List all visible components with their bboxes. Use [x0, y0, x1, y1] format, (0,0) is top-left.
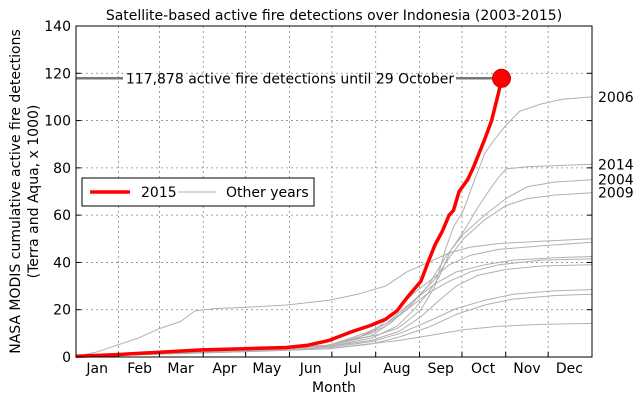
series-line-other-year	[75, 238, 593, 357]
plot-frame	[75, 25, 593, 358]
x-tick-label: Aug	[383, 361, 410, 377]
x-tick-label: Jan	[85, 361, 108, 377]
series-line-other-year	[75, 258, 593, 357]
y-tick-label: 100	[44, 114, 71, 130]
series-line-other-year	[75, 264, 593, 357]
y-tick-label: 20	[53, 303, 71, 319]
series-end-label: 2009	[598, 186, 634, 202]
y-tick-label: 40	[53, 255, 71, 271]
x-tick-label: Jun	[299, 361, 322, 377]
y-tick-label: 120	[44, 66, 71, 82]
x-tick-label: Mar	[167, 361, 194, 377]
y-axis-label-line1: NASA MODIS cumulative active fire detect…	[8, 29, 24, 354]
x-tick-label: Feb	[127, 361, 152, 377]
legend-label-other-years: Other years	[226, 185, 309, 201]
endpoint-marker	[492, 68, 512, 88]
x-tick-label: Jul	[344, 361, 362, 377]
axis-ticks: 0 20 40 60 80 100 120 140 Jan Feb Mar Apr May Jun Jul A…	[44, 19, 592, 377]
series-lines	[75, 77, 593, 359]
x-tick-label: Dec	[556, 361, 583, 377]
annotation-label: 117,878 active fire detections until 29 …	[126, 71, 455, 87]
y-tick-label: 80	[53, 161, 71, 177]
y-tick-label: 0	[62, 350, 71, 366]
x-axis-label: Month	[312, 380, 356, 396]
grid-lines	[76, 26, 592, 357]
series-line-other-year	[75, 96, 593, 357]
legend-label-2015: 2015	[141, 185, 177, 201]
x-tick-label: Oct	[471, 361, 496, 377]
series-end-label: 2014	[598, 157, 634, 173]
series-end-label: 2004	[598, 173, 634, 189]
legend: 2015 Other years	[81, 177, 315, 207]
y-tick-label: 140	[44, 19, 71, 35]
y-axis-label-line2: (Terra and Aqua, x 1000)	[26, 105, 42, 279]
annotation-group: 117,878 active fire detections until 29 …	[76, 68, 512, 88]
x-tick-label: Nov	[513, 361, 540, 377]
chart-title: Satellite-based active fire detections o…	[106, 8, 562, 24]
series-line-other-year	[75, 322, 593, 357]
series-end-label: 2006	[598, 90, 634, 106]
y-tick-label: 60	[53, 208, 71, 224]
x-tick-label: Apr	[212, 361, 236, 377]
x-tick-label: Sep	[428, 361, 455, 377]
series-line-other-year	[75, 256, 593, 357]
series-line-2015	[75, 77, 504, 359]
x-tick-label: May	[252, 361, 281, 377]
